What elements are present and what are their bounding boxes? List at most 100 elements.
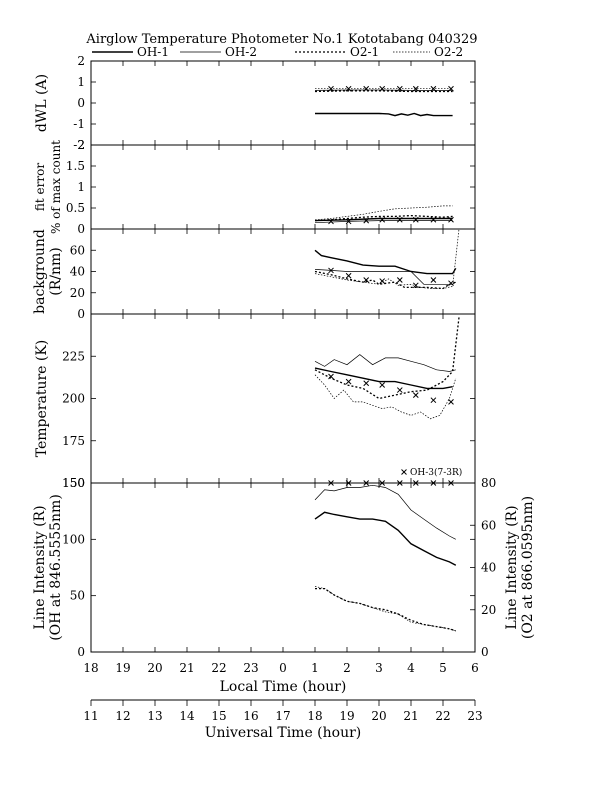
ut-tick-label: 19 xyxy=(339,709,354,723)
y-tick-label: 0 xyxy=(77,645,85,659)
y-tick-label: 100 xyxy=(62,532,85,546)
y-axis-label: % of max count xyxy=(49,140,63,234)
local-time-tick-label: 5 xyxy=(439,661,447,675)
local-time-tick-label: 20 xyxy=(147,661,162,675)
x-marker xyxy=(363,480,370,486)
series-o2-2-background xyxy=(314,228,460,289)
y-tick-label: 0.5 xyxy=(66,201,85,215)
local-time-tick-label: 2 xyxy=(343,661,351,675)
y-tick-label: 2 xyxy=(77,138,85,152)
annotation: OH-3(7-3R) xyxy=(401,467,462,478)
x-marker xyxy=(345,378,352,385)
ut-tick-label: 12 xyxy=(115,709,130,723)
x-marker xyxy=(363,217,370,224)
x-marker xyxy=(412,392,419,398)
x-marker xyxy=(345,272,352,279)
series-oh-1-line-intensity xyxy=(314,511,457,566)
y-right-tick-label: 0 xyxy=(481,645,489,659)
ut-tick-label: 16 xyxy=(243,709,258,723)
local-time-tick-label: 1 xyxy=(311,661,319,675)
series-o2-2-fit-error xyxy=(314,205,453,221)
x-marker xyxy=(396,85,403,92)
ut-tick-label: 15 xyxy=(211,709,226,723)
ut-tick-label: 21 xyxy=(403,709,418,723)
series-o2-1-dwl xyxy=(314,90,453,93)
y-axis-label: dWL (A) xyxy=(34,74,50,132)
y-tick-label: 1.5 xyxy=(66,159,85,173)
y-tick-label: 50 xyxy=(70,589,85,603)
ut-tick-label: 17 xyxy=(275,709,290,723)
series-o2-1-temperature xyxy=(314,317,460,400)
y-tick-label: 60 xyxy=(70,243,85,257)
x-marker xyxy=(448,399,454,405)
ut-tick-label: 20 xyxy=(371,709,386,723)
x-marker xyxy=(328,267,334,274)
panel-background: 60 40 20 0 background (R/nm) xyxy=(32,228,476,321)
x-marker xyxy=(363,277,370,283)
y-tick-label: 1 xyxy=(77,75,85,89)
local-time-tick-label: 23 xyxy=(243,661,258,675)
x-marker xyxy=(328,85,334,92)
x-marker xyxy=(396,480,403,486)
x-marker xyxy=(430,216,437,223)
x-marker xyxy=(379,85,386,92)
legend-oh2-label: OH-2 xyxy=(225,45,257,59)
y-tick-label: 40 xyxy=(70,265,85,279)
y-right-tick-label: 60 xyxy=(481,518,496,532)
series-oh-1-background xyxy=(314,249,457,275)
y-right-tick-label: 20 xyxy=(481,603,496,617)
x-marker xyxy=(412,85,419,92)
x-marker xyxy=(448,216,454,223)
y-axis-label: Temperature (K) xyxy=(34,340,50,458)
x-marker xyxy=(345,480,352,486)
local-time-tick-label: 0 xyxy=(279,661,287,675)
legend-oh1-label: OH-1 xyxy=(137,45,169,59)
x-marker xyxy=(379,480,386,486)
x-marker xyxy=(345,218,352,225)
y-right-axis-label: (O2 at 866.0595nm) xyxy=(520,496,536,639)
x-marker xyxy=(430,277,437,283)
panel-frame xyxy=(90,313,476,484)
x-marker xyxy=(396,387,403,393)
x-marker xyxy=(412,282,419,289)
ut-tick-label: 22 xyxy=(435,709,450,723)
legend: OH-1 OH-2 O2-1 O2-2 xyxy=(92,45,463,59)
x-marker xyxy=(396,216,403,223)
y-tick-label: 2 xyxy=(77,54,85,68)
series-o2-1-fit-error xyxy=(314,214,453,222)
x-axis-label-local: Local Time (hour) xyxy=(220,679,347,695)
y-right-axis-label: Line Intensity (R) xyxy=(504,505,520,629)
x-marker xyxy=(363,380,370,387)
ut-tick-label: 18 xyxy=(307,709,322,723)
y-axis-label: Line Intensity (R) xyxy=(32,505,48,629)
panel-frame xyxy=(90,60,476,146)
y-tick-label: 0 xyxy=(77,222,85,236)
series-oh-1-temperature xyxy=(314,367,453,390)
series-o2-2-line-intensity xyxy=(314,586,456,632)
legend-o22-label: O2-2 xyxy=(434,45,463,59)
series-o2-1-line-intensity xyxy=(315,587,457,632)
ut-tick-label: 14 xyxy=(179,709,195,723)
panel-dwl: 2 1 0 -1 -2 dWL (A) xyxy=(34,54,476,152)
local-time-tick-label: 6 xyxy=(471,661,479,675)
x-marker xyxy=(448,280,454,287)
panel-frame xyxy=(90,228,476,315)
local-time-tick-label: 4 xyxy=(407,661,415,675)
ut-tick-label: 11 xyxy=(83,709,98,723)
y-right-tick-label: 80 xyxy=(481,476,496,490)
local-time-tick-label: 3 xyxy=(375,661,383,675)
y-tick-label: -2 xyxy=(73,138,85,152)
y-tick-label: 1 xyxy=(77,180,85,194)
series-oh-1-fit-error xyxy=(314,217,453,222)
x-marker xyxy=(430,397,437,404)
ut-tick-label: 23 xyxy=(467,709,482,723)
y-tick-label: 175 xyxy=(62,434,85,448)
x-marker xyxy=(448,480,454,486)
y-axis-label: (R/nm) xyxy=(48,247,64,295)
series-o2-2-temperature xyxy=(314,374,457,420)
x-marker xyxy=(412,216,419,223)
x-marker xyxy=(412,480,419,486)
series-oh-1-dwl xyxy=(315,112,453,117)
y-tick-label: 150 xyxy=(62,476,85,490)
